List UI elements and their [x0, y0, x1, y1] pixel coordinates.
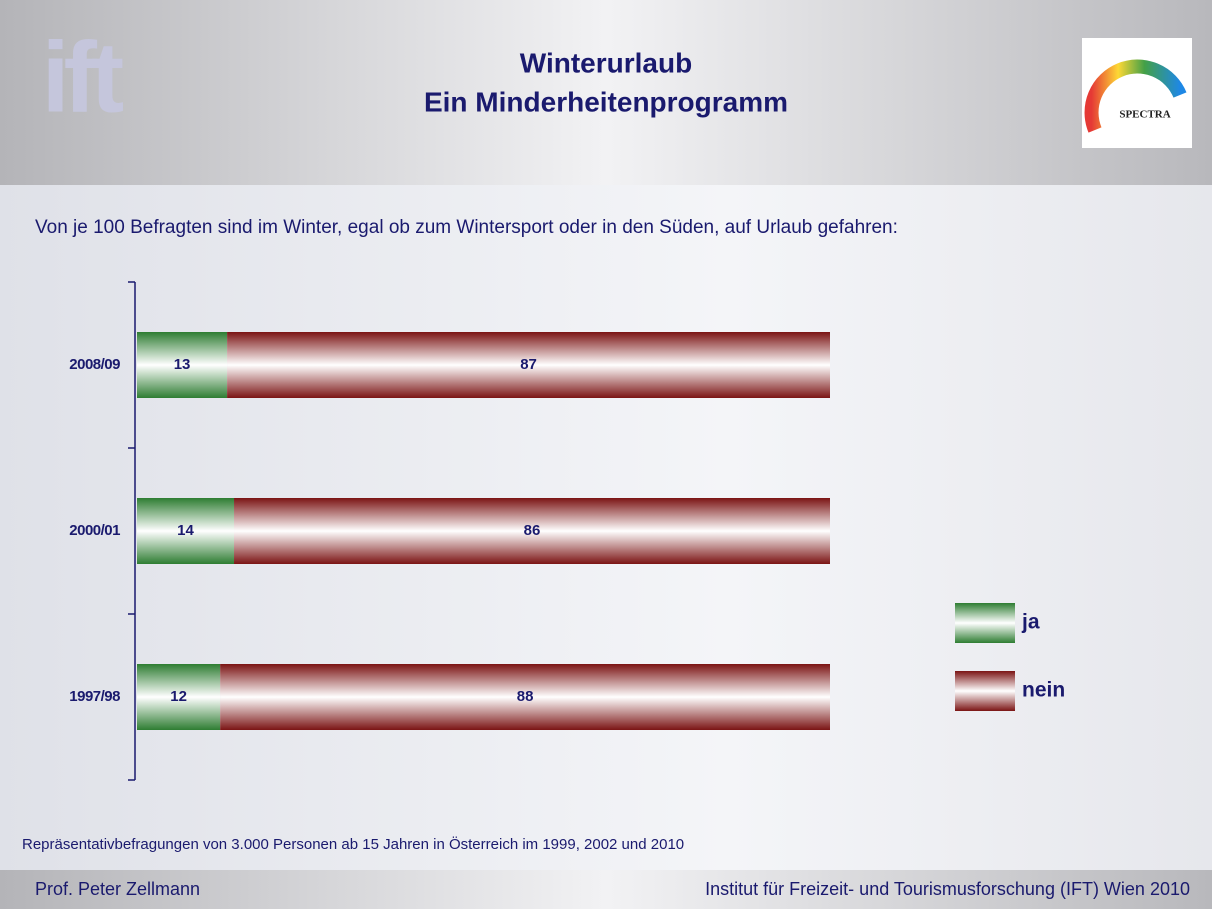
data-label: 88	[517, 688, 534, 705]
legend-label: ja	[1021, 611, 1040, 634]
bar-segment	[137, 332, 228, 398]
bar-segment	[137, 498, 235, 564]
title-line: Ein Minderheitenprogramm	[424, 86, 788, 117]
bar-segment	[220, 664, 830, 730]
logo-spectra: SPECTRA	[1119, 109, 1170, 121]
data-label: 86	[524, 522, 541, 539]
title-line: Winterurlaub	[520, 47, 692, 78]
data-label: 12	[170, 688, 187, 705]
bar-segment	[137, 664, 221, 730]
data-label: 87	[520, 356, 537, 373]
data-label: 14	[177, 522, 194, 539]
chart-subtitle: Von je 100 Befragten sind im Winter, ega…	[35, 217, 898, 238]
logo-rainbow	[1084, 59, 1187, 133]
header-band	[0, 0, 1212, 185]
bar-segment	[234, 498, 830, 564]
y-tick-label: 1997/98	[69, 688, 120, 705]
footer-left: Prof. Peter Zellmann	[35, 879, 200, 899]
footer-band	[0, 870, 1212, 909]
logo-ift: ift	[42, 21, 124, 133]
footer-right: Institut für Freizeit- und Tourismusfors…	[705, 879, 1190, 899]
note: Repräsentativbefragungen von 3.000 Perso…	[22, 835, 684, 853]
y-tick-label: 2000/01	[69, 522, 120, 539]
data-label: 13	[174, 356, 191, 373]
legend-swatch	[955, 671, 1015, 711]
legend-swatch	[955, 603, 1015, 643]
y-tick-label: 2008/09	[69, 356, 120, 373]
bar-segment	[227, 332, 831, 398]
legend-label: nein	[1022, 679, 1065, 702]
